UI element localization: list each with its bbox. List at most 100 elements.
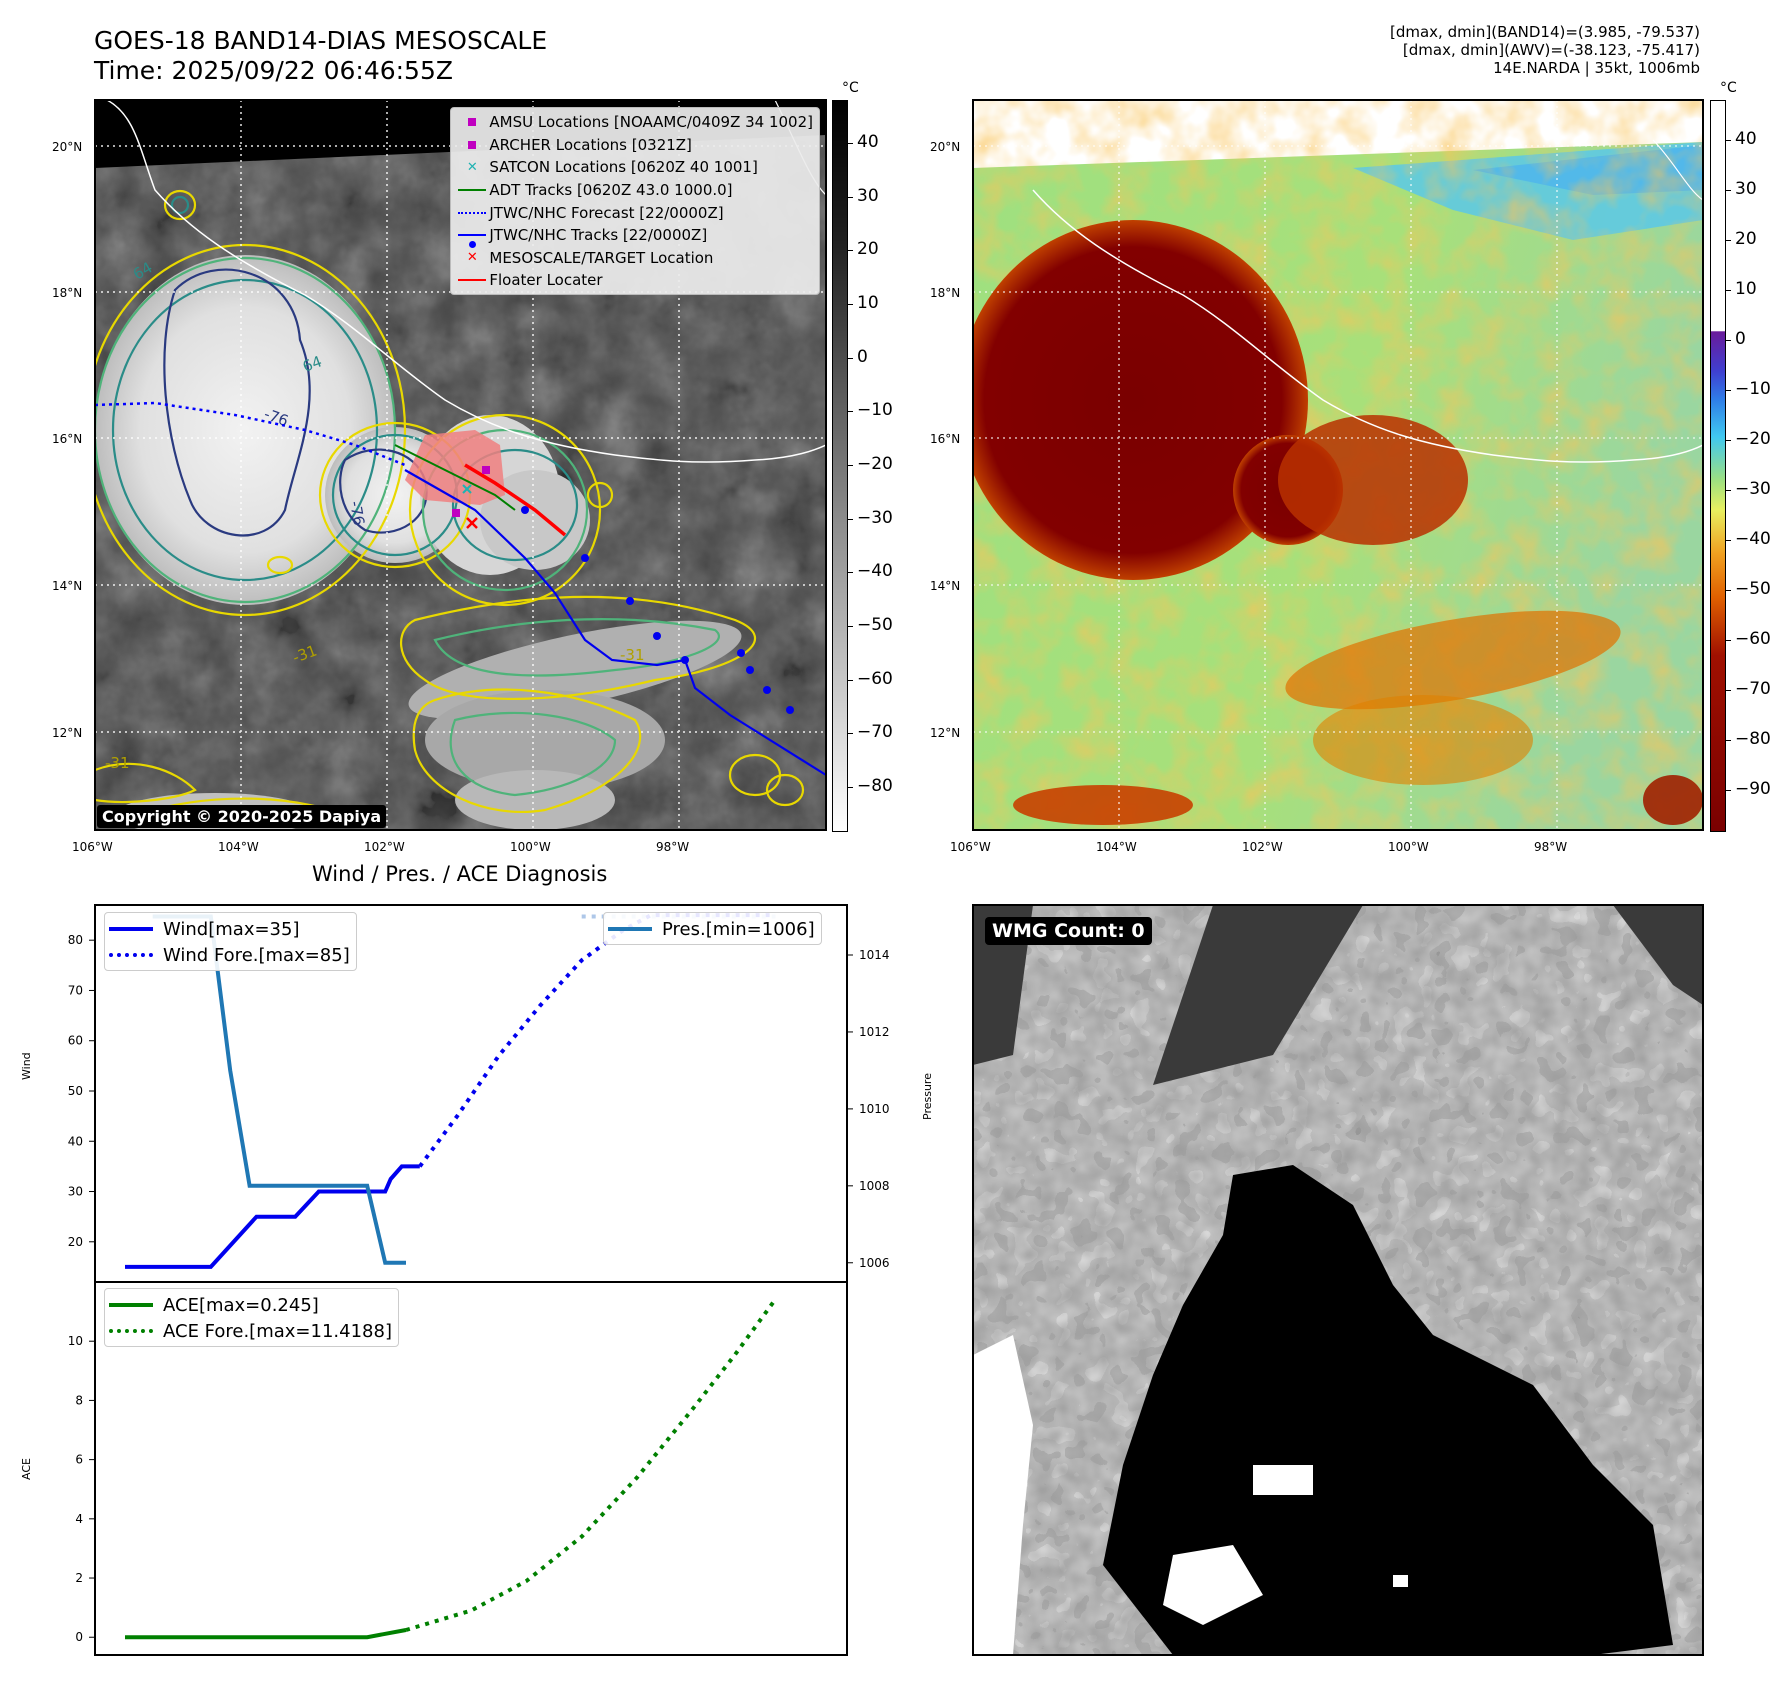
wind-tick-label: 20: [68, 1235, 83, 1249]
lon-label: 102°W: [364, 840, 405, 854]
lat-label: 20°N: [52, 140, 83, 154]
legend-item-archer: ARCHER Locations [0321Z]: [455, 134, 813, 157]
awv-map-image: [973, 100, 1703, 830]
colorbar-tick-mark: [1725, 390, 1731, 391]
legend-item-satcon: ✕ SATCON Locations [0620Z 40 1001]: [466, 158, 758, 177]
wmg-panel: WMG Count: 0: [973, 905, 1703, 1655]
awv-colorbar: [1710, 100, 1726, 832]
lat-label: 12°N: [52, 726, 83, 740]
legend-item-pressure: Pres.[min=1006]: [608, 916, 815, 942]
legend-item-amsu: AMSU Locations [NOAAMC/0409Z 34 1002]: [455, 111, 813, 134]
diagnosis-title: Wind / Pres. / ACE Diagnosis: [312, 862, 608, 886]
colorbar-tick-label: −70: [1735, 679, 1771, 699]
stats-awv: [dmax, dmin](AWV)=(-38.123, -75.417): [1402, 41, 1700, 59]
colorbar-tick-label: 40: [1735, 129, 1757, 149]
wmg-count-badge: WMG Count: 0: [985, 917, 1152, 945]
lat-label: 18°N: [52, 286, 83, 300]
stats-band14: [dmax, dmin](BAND14)=(3.985, -79.537): [1389, 23, 1700, 41]
colorbar-tick-mark: [847, 787, 853, 789]
colorbar-tick-mark: [847, 518, 853, 520]
ace-line: [125, 1628, 407, 1640]
colorbar-tick-mark: [1725, 640, 1731, 641]
ace-tick-label: 10: [68, 1334, 83, 1348]
pressure-legend: Pres.[min=1006]: [603, 912, 822, 945]
colorbar-tick-mark: [847, 411, 853, 413]
colorbar-tick-label: −50: [857, 615, 893, 636]
colorbar-tick-mark: [847, 196, 853, 198]
chart-frame: [94, 904, 848, 1656]
lon-label: 106°W: [72, 840, 113, 854]
figure-time: Time: 2025/09/22 06:46:55Z: [94, 56, 453, 85]
ace-legend: ACE[max=0.245] ACE Fore.[max=11.4188]: [104, 1288, 399, 1347]
colorbar-tick-label: −70: [857, 722, 893, 743]
wind-tick-label: 40: [68, 1134, 83, 1148]
map-legend: AMSU Locations [NOAAMC/0409Z 34 1002] AR…: [450, 107, 820, 295]
legend-item-tracks: JTWC/NHC Tracks [22/0000Z]: [455, 224, 813, 249]
lat-label: 18°N: [930, 286, 961, 300]
legend-item-ace-forecast: ACE Fore.[max=11.4188]: [109, 1318, 392, 1344]
colorbar-tick-label: −60: [857, 668, 893, 689]
colorbar-tick-mark: [1725, 740, 1731, 741]
colorbar-tick-label: −80: [1735, 729, 1771, 749]
lon-label: 106°W: [950, 840, 991, 854]
wind-tick-label: 80: [68, 933, 83, 947]
pressure-tick-label: 1008: [859, 1179, 890, 1193]
lat-label: 16°N: [930, 432, 961, 446]
lon-label: 102°W: [1242, 840, 1283, 854]
colorbar-tick-label: −90: [1735, 779, 1771, 799]
colorbar-tick-label: 30: [857, 185, 879, 206]
lon-label: 100°W: [1388, 840, 1429, 854]
pressure-tick-label: 1014: [859, 948, 890, 962]
colorbar-tick-mark: [1725, 690, 1731, 691]
colorbar-tick-label: 0: [857, 346, 868, 367]
colorbar-tick-label: 10: [857, 292, 879, 313]
colorbar-unit: °C: [1720, 80, 1737, 96]
colorbar-tick-mark: [847, 572, 853, 574]
legend-label: ADT Tracks [0620Z 43.0 1000.0]: [489, 181, 733, 200]
colorbar-tick-label: 0: [1735, 329, 1746, 349]
colorbar-tick-label: −20: [1735, 429, 1771, 449]
legend-label: JTWC/NHC Tracks [22/0000Z]: [489, 226, 708, 245]
legend-label: AMSU Locations [NOAAMC/0409Z 34 1002]: [489, 113, 813, 132]
lat-label: 20°N: [930, 140, 961, 154]
colorbar-tick-label: −40: [857, 561, 893, 582]
legend-label: JTWC/NHC Forecast [22/0000Z]: [489, 203, 724, 222]
contour-label: -31: [105, 754, 130, 772]
colorbar-tick-mark: [1725, 240, 1731, 241]
legend-item-floater: Floater Locater: [455, 269, 813, 292]
colorbar-tick-mark: [847, 250, 853, 252]
colorbar-tick-mark: [1725, 340, 1731, 341]
copyright-badge: Copyright © 2020-2025 Dapiya: [97, 805, 387, 828]
wind-tick-label: 30: [68, 1185, 83, 1199]
legend-label: ACE Fore.[max=11.4188]: [163, 1320, 392, 1342]
legend-item-target: ✕ MESOSCALE/TARGET Location: [466, 248, 714, 267]
wind-legend: Wind[max=35] Wind Fore.[max=85]: [104, 912, 357, 971]
colorbar-tick-mark: [847, 733, 853, 735]
pressure-tick-label: 1010: [859, 1102, 890, 1116]
lat-label: 12°N: [930, 726, 961, 740]
colorbar-tick-label: −10: [857, 400, 893, 421]
awv-map: [973, 100, 1703, 830]
legend-label: Floater Locater: [489, 271, 603, 290]
ace-forecast-line: [405, 1298, 778, 1632]
legend-label: ARCHER Locations [0321Z]: [489, 135, 692, 154]
wmg-image: [973, 905, 1703, 1655]
lon-label: 100°W: [510, 840, 551, 854]
legend-label: MESOSCALE/TARGET Location: [489, 248, 714, 267]
awv-map-frame: [972, 99, 1704, 831]
ir-colorbar: [832, 100, 848, 832]
lon-label: 98°W: [1534, 840, 1568, 854]
colorbar-tick-mark: [1725, 540, 1731, 541]
contour-label: -31: [620, 646, 645, 664]
legend-label: Pres.[min=1006]: [662, 918, 815, 940]
colorbar-tick-label: −60: [1735, 629, 1771, 649]
contour-label: 64: [300, 352, 324, 375]
wind-tick-label: 60: [68, 1034, 83, 1048]
colorbar-tick-mark: [847, 626, 853, 628]
colorbar-tick-mark: [847, 679, 853, 681]
lat-label: 14°N: [52, 579, 83, 593]
lon-label: 98°W: [656, 840, 690, 854]
ace-tick-label: 4: [75, 1512, 83, 1526]
ir-map-frame: [94, 99, 827, 831]
legend-item-wind: Wind[max=35]: [109, 916, 350, 942]
